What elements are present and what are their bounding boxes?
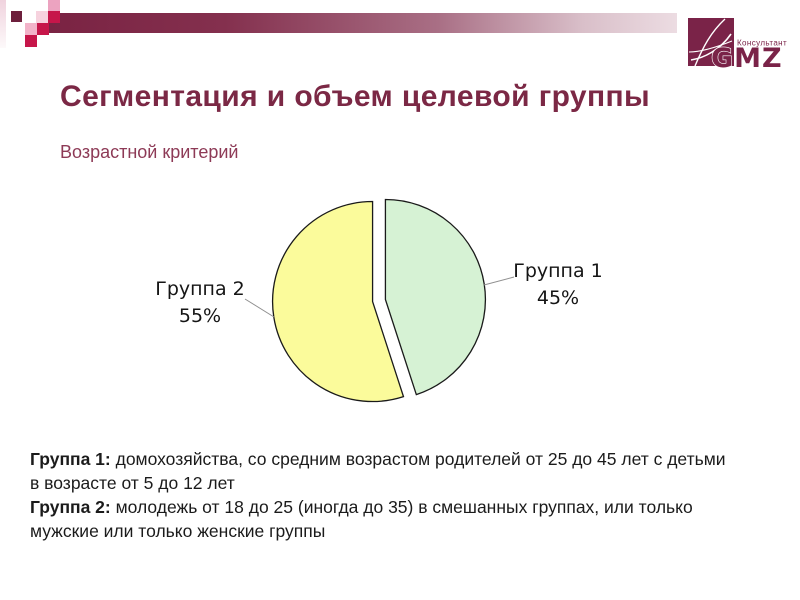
decor-square-lightpink	[36, 11, 48, 23]
description-line-2: в возрасте от 5 до 12 лет	[30, 471, 770, 495]
line2-text: в возрасте от 5 до 12 лет	[30, 473, 235, 493]
pie-label-group1-name: Группа 1	[513, 260, 603, 282]
decor-square-dark	[11, 11, 22, 22]
group2-text: молодежь от 18 до 25 (иногда до 35) в см…	[110, 497, 693, 517]
decor-square-crimson-c	[25, 35, 37, 47]
group2-label-bold: Группа 2:	[30, 497, 111, 517]
decor-square-pink-top	[48, 0, 60, 11]
decor-square-crimson-a	[48, 11, 60, 23]
description-line-1: Группа 1: домохозяйства, со средним возр…	[30, 447, 770, 471]
pie-label-group2: Группа 2 55%	[135, 276, 265, 330]
line4-text: мужские или только женские группы	[30, 521, 326, 541]
pie-slice-группа-1	[384, 198, 487, 396]
group-descriptions: Группа 1: домохозяйства, со средним возр…	[30, 447, 770, 543]
gmz-logo: Консультант GMZ	[688, 18, 787, 72]
pie-label-group2-pct: 55%	[178, 305, 222, 327]
group1-text: домохозяйства, со средним возрастом роди…	[110, 449, 726, 469]
logo-swoosh-curves	[688, 18, 733, 67]
logo-tagline: Консультант	[737, 39, 787, 48]
pie-label-group1: Группа 1 45%	[493, 258, 623, 312]
pie-label-group1-pct: 45%	[536, 287, 580, 309]
logo-brand-text: GMZ	[711, 43, 783, 72]
logo-square	[688, 18, 734, 66]
corner-gradient-strip	[0, 0, 6, 48]
page-subtitle: Возрастной критерий	[60, 142, 239, 162]
decor-square-pink-mid	[25, 23, 37, 35]
group1-label-bold: Группа 1:	[30, 449, 111, 469]
header-gradient-bar	[49, 13, 677, 33]
description-line-3: Группа 2: молодежь от 18 до 25 (иногда д…	[30, 495, 770, 519]
pie-label-group2-name: Группа 2	[155, 278, 245, 300]
page-title: Сегментация и объем целевой группы	[60, 80, 651, 113]
pie-slice-группа-2	[271, 200, 405, 403]
description-line-4: мужские или только женские группы	[30, 519, 770, 543]
decor-square-crimson-b	[37, 23, 49, 35]
pie-slices	[271, 198, 487, 403]
